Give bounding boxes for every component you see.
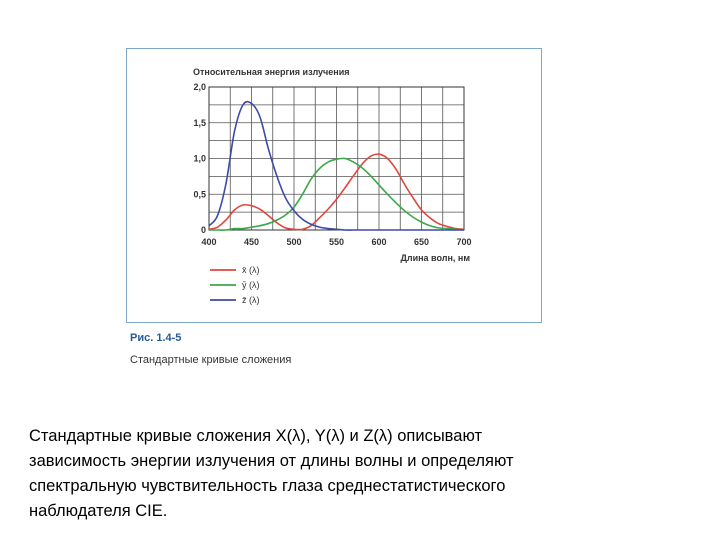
x-tick-label: 450 [244,237,259,247]
x-tick-label: 400 [201,237,216,247]
legend-entry-x-bar: x̄ (λ) [242,265,260,275]
x-tick-label: 500 [286,237,301,247]
y-tick-label: 1,5 [193,118,206,128]
x-tick-label: 550 [329,237,344,247]
figure-number: Рис. 1.4-5 [130,332,182,344]
y-tick-label: 0 [201,225,206,235]
description-text: Стандартные кривые сложения X(λ), Y(λ) и… [29,424,689,524]
description-line: зависимость энергии излучения от длины в… [29,452,514,470]
description-line: спектральную чувствительность глаза сред… [29,477,506,495]
x-tick-label: 700 [456,237,471,247]
x-tick-label: 600 [371,237,386,247]
legend: x̄ (λ) ȳ (λ) z̄ (λ) [210,265,260,305]
x-tick-label: 650 [414,237,429,247]
y-tick-label: 1,0 [193,154,206,164]
y-tick-label: 0,5 [193,189,206,199]
y-axis-label: Относительная энергия излучения [193,67,350,77]
legend-entry-z-bar: z̄ (λ) [242,295,260,305]
plot-area: 400 450 500 550 600 650 700 0 0,5 1,0 1,5 2,0 [193,82,471,247]
description-line: наблюдателя CIE. [29,502,168,520]
description-line: Стандартные кривые сложения X(λ), Y(λ) и… [29,427,483,445]
y-bar-series-line [208,157,465,231]
legend-entry-y-bar: ȳ (λ) [242,280,260,290]
x-bar-series-line [208,153,465,231]
figure-frame [126,48,542,323]
figure-caption: Стандартные кривые сложения [130,354,292,366]
z-bar-series-line [208,100,464,231]
y-tick-label: 2,0 [193,82,206,92]
x-axis-label: Длина волн, нм [400,253,470,263]
